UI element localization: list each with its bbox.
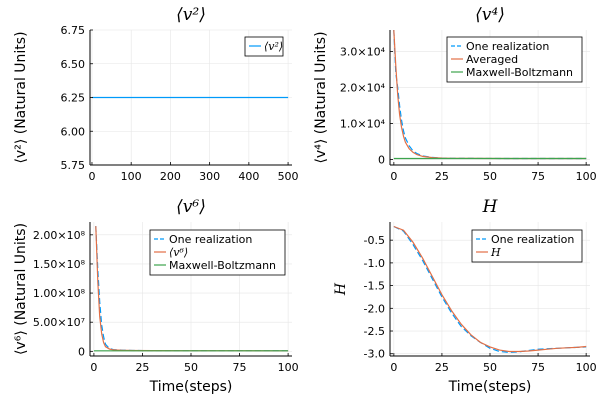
- legend-box: [446, 36, 583, 83]
- y-tick-label: 5.75: [61, 159, 86, 172]
- x-tick-label: 75: [531, 170, 545, 183]
- legend-box: [149, 229, 286, 276]
- x-tick-label: 25: [435, 170, 449, 183]
- panel-title: H: [482, 197, 499, 217]
- legend-entry: H: [490, 246, 501, 259]
- x-tick-label: 0: [390, 361, 397, 374]
- x-axis-label: Time(steps): [448, 379, 532, 395]
- series-line-H-0: [393, 225, 587, 354]
- legend-entry: Maxwell-Boltzmann: [466, 66, 573, 79]
- y-tick-label: 6.75: [61, 24, 86, 37]
- legend-entry: One realization: [466, 40, 549, 53]
- y-tick-label: 0: [78, 345, 85, 358]
- legend-entry: Averaged: [466, 53, 518, 66]
- x-tick-label: 50: [483, 170, 497, 183]
- y-tick-label: 0: [378, 154, 385, 167]
- y-tick-label: 2.00×10⁸: [33, 229, 86, 242]
- legend-entry: ⟨v⁶⟩: [169, 246, 188, 259]
- series-line-H-1: [393, 225, 587, 353]
- x-tick-label: 25: [435, 361, 449, 374]
- x-axis-label: Time(steps): [149, 379, 233, 395]
- panel-title: ⟨v²⟩: [176, 5, 206, 25]
- y-tick-label: -2.0: [364, 302, 385, 315]
- legend: ⟨v²⟩: [244, 36, 284, 57]
- y-tick-label: 1.00×10⁸: [33, 287, 86, 300]
- legend-entry: Maxwell-Boltzmann: [169, 259, 276, 272]
- panel-title: ⟨v⁶⟩: [176, 197, 206, 217]
- x-tick-label: 100: [278, 361, 299, 374]
- panel-H: 0 25 50 75 100 -3.0 -2.5 -2.0 -1.5 -1.0 -0.5 H H Time…: [333, 197, 597, 395]
- x-tick-label: 100: [121, 170, 142, 183]
- x-tick-label: 50: [483, 361, 497, 374]
- x-tick-label: 400: [238, 170, 259, 183]
- panel-v4: 0 25 50 75 100 0 1.0×10⁴ 2.0×10⁴ 3.0×10⁴ ⟨v⁴⟩ ⟨v⁴⟩…: [313, 5, 597, 183]
- legend: One realization⟨v⁶⟩Maxwell-Boltzmann: [149, 229, 286, 276]
- panel-v6: 0 25 50 75 100 0 5.00×10⁷ 1.00×10⁸ 1.50×10⁸ 2.00×…: [13, 197, 299, 395]
- legend-box: [244, 36, 284, 57]
- x-tick-label: 75: [531, 361, 545, 374]
- y-tick-label: 5.00×10⁷: [33, 316, 85, 329]
- y-axis-label: ⟨v⁶⟩ (Natural Units): [13, 223, 29, 355]
- y-tick-label: 1.0×10⁴: [340, 118, 386, 131]
- y-axis-label: ⟨v⁴⟩ (Natural Units): [313, 31, 329, 163]
- x-tick-label: 100: [576, 361, 597, 374]
- legend-entry: ⟨v²⟩: [264, 40, 283, 53]
- panel-title: ⟨v⁴⟩: [475, 5, 505, 25]
- x-tick-label: 50: [184, 361, 198, 374]
- x-tick-label: 0: [390, 170, 397, 183]
- legend-entry: One realization: [169, 233, 252, 246]
- y-tick-label: -1.5: [364, 280, 385, 293]
- x-tick-label: 25: [135, 361, 149, 374]
- y-tick-label: 1.50×10⁸: [33, 258, 86, 271]
- y-tick-label: -0.5: [364, 234, 385, 247]
- x-tick-label: 0: [88, 170, 95, 183]
- y-tick-label: -1.0: [364, 257, 385, 270]
- legend-box: [471, 229, 583, 263]
- y-tick-label: 2.0×10⁴: [340, 82, 386, 95]
- x-tick-label: 500: [278, 170, 299, 183]
- x-tick-label: 100: [576, 170, 597, 183]
- y-axis-label: H: [333, 282, 349, 296]
- y-axis-label: ⟨v²⟩ (Natural Units): [13, 31, 29, 163]
- x-tick-label: 300: [199, 170, 220, 183]
- panel-v2: 0 100 200 300 400 500 5.75 6.00 6.25 6.50 6.75 ⟨v²⟩…: [13, 5, 299, 183]
- y-tick-label: 3.0×10⁴: [340, 46, 386, 59]
- y-tick-label: -3.0: [364, 348, 385, 361]
- y-tick-label: 6.50: [61, 58, 86, 71]
- y-tick-label: -2.5: [364, 325, 385, 338]
- x-tick-label: 75: [233, 361, 247, 374]
- x-tick-label: 200: [160, 170, 181, 183]
- x-tick-label: 0: [90, 361, 97, 374]
- y-tick-label: 6.25: [61, 92, 86, 105]
- legend-entry: One realization: [491, 233, 574, 246]
- y-tick-label: 6.00: [61, 125, 86, 138]
